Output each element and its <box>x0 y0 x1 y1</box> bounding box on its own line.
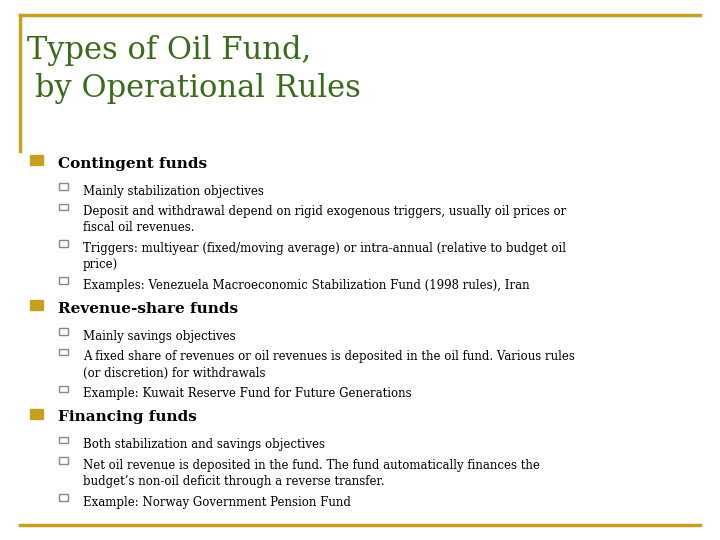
Text: Financing funds: Financing funds <box>58 410 197 424</box>
Text: Triggers: multiyear (fixed/moving average) or intra-annual (relative to budget o: Triggers: multiyear (fixed/moving averag… <box>83 242 566 271</box>
Text: Examples: Venezuela Macroeconomic Stabilization Fund (1998 rules), Iran: Examples: Venezuela Macroeconomic Stabil… <box>83 279 529 292</box>
Text: Example: Norway Government Pension Fund: Example: Norway Government Pension Fund <box>83 496 351 509</box>
Text: Types of Oil Fund,: Types of Oil Fund, <box>27 35 312 66</box>
Text: Net oil revenue is deposited in the fund. The fund automatically finances the
bu: Net oil revenue is deposited in the fund… <box>83 459 540 488</box>
Text: A fixed share of revenues or oil revenues is deposited in the oil fund. Various : A fixed share of revenues or oil revenue… <box>83 350 575 380</box>
Text: Deposit and withdrawal depend on rigid exogenous triggers, usually oil prices or: Deposit and withdrawal depend on rigid e… <box>83 205 566 234</box>
Text: by Operational Rules: by Operational Rules <box>35 73 361 104</box>
Text: Mainly stabilization objectives: Mainly stabilization objectives <box>83 185 264 198</box>
Text: Contingent funds: Contingent funds <box>58 157 207 171</box>
Text: Revenue-share funds: Revenue-share funds <box>58 302 238 316</box>
Text: Example: Kuwait Reserve Fund for Future Generations: Example: Kuwait Reserve Fund for Future … <box>83 387 411 400</box>
Text: Both stabilization and savings objectives: Both stabilization and savings objective… <box>83 438 325 451</box>
Text: Mainly savings objectives: Mainly savings objectives <box>83 330 235 343</box>
